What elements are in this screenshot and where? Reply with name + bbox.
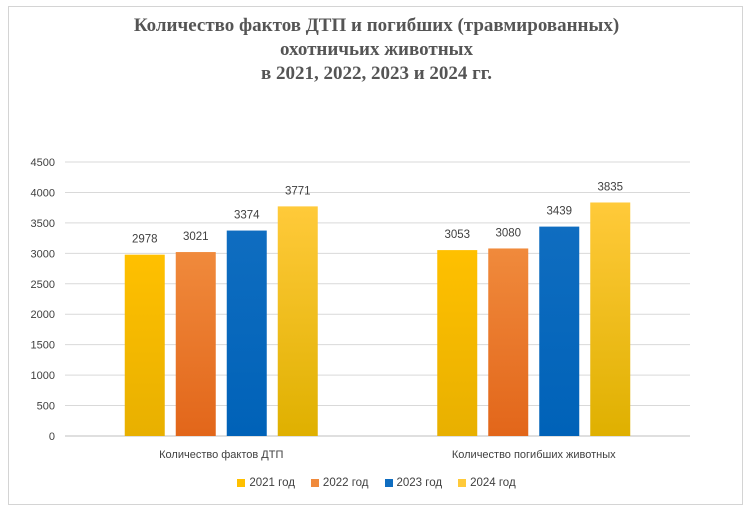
legend-swatch-2022 bbox=[310, 479, 319, 487]
y-tick-label-3500: 3500 bbox=[31, 218, 55, 230]
y-tick-label-0: 0 bbox=[49, 431, 55, 443]
legend-label-2022: 2022 год bbox=[322, 477, 369, 489]
data-label-0-2: 3374 bbox=[234, 210, 260, 222]
y-tick-label-3000: 3000 bbox=[31, 248, 55, 260]
data-label-0-1: 3021 bbox=[183, 231, 209, 243]
data-label-1-1: 3080 bbox=[495, 227, 521, 239]
y-tick-label-2500: 2500 bbox=[31, 279, 55, 291]
bar-1-0 bbox=[437, 250, 478, 436]
bar-0-2 bbox=[226, 230, 267, 436]
legend-item-2023: 2023 год bbox=[384, 477, 443, 489]
legend-swatch-2024 bbox=[458, 479, 467, 487]
x-category-label-0: Количество фактов ДТП bbox=[159, 449, 283, 461]
data-label-0-0: 2978 bbox=[132, 234, 158, 246]
bar-0-1 bbox=[175, 252, 216, 436]
data-label-1-0: 3053 bbox=[444, 229, 470, 241]
y-tick-label-2000: 2000 bbox=[31, 309, 55, 321]
data-label-1-2: 3439 bbox=[546, 206, 572, 218]
bar-1-1 bbox=[488, 248, 529, 436]
legend-label-2021: 2021 год bbox=[249, 477, 295, 489]
legend-swatch-2021 bbox=[237, 479, 246, 487]
x-category-label-1: Количество погибших животных bbox=[452, 449, 616, 461]
legend-item-2021: 2021 год bbox=[237, 477, 295, 489]
legend-item-2024: 2024 год bbox=[458, 477, 516, 489]
bar-0-0 bbox=[124, 254, 165, 436]
y-tick-label-4000: 4000 bbox=[31, 187, 55, 199]
y-tick-label-1500: 1500 bbox=[31, 340, 55, 352]
y-tick-label-4500: 4500 bbox=[31, 157, 55, 169]
bar-1-2 bbox=[539, 226, 580, 436]
legend: 2021 год 2022 год 2023 год 2024 год bbox=[0, 477, 753, 489]
chart-title-line-2: охотничьих животных bbox=[280, 39, 473, 60]
legend-item-2022: 2022 год bbox=[310, 477, 369, 489]
bar-0-3 bbox=[277, 206, 318, 436]
y-tick-label-1000: 1000 bbox=[31, 370, 55, 382]
chart-title: Количество фактов ДТП и погибших (травми… bbox=[0, 14, 753, 86]
legend-label-2024: 2024 год bbox=[470, 477, 516, 489]
legend-label-2023: 2023 год bbox=[396, 477, 443, 489]
chart-title-line-3: в 2021, 2022, 2023 и 2024 гг. bbox=[260, 63, 493, 84]
data-label-0-3: 3771 bbox=[285, 185, 311, 197]
data-label-1-3: 3835 bbox=[597, 181, 623, 193]
chart-title-line-1: Количество фактов ДТП и погибших (травми… bbox=[133, 15, 620, 36]
y-tick-label-500: 500 bbox=[37, 401, 55, 413]
legend-swatch-2023 bbox=[384, 479, 393, 487]
bar-1-3 bbox=[590, 202, 631, 436]
